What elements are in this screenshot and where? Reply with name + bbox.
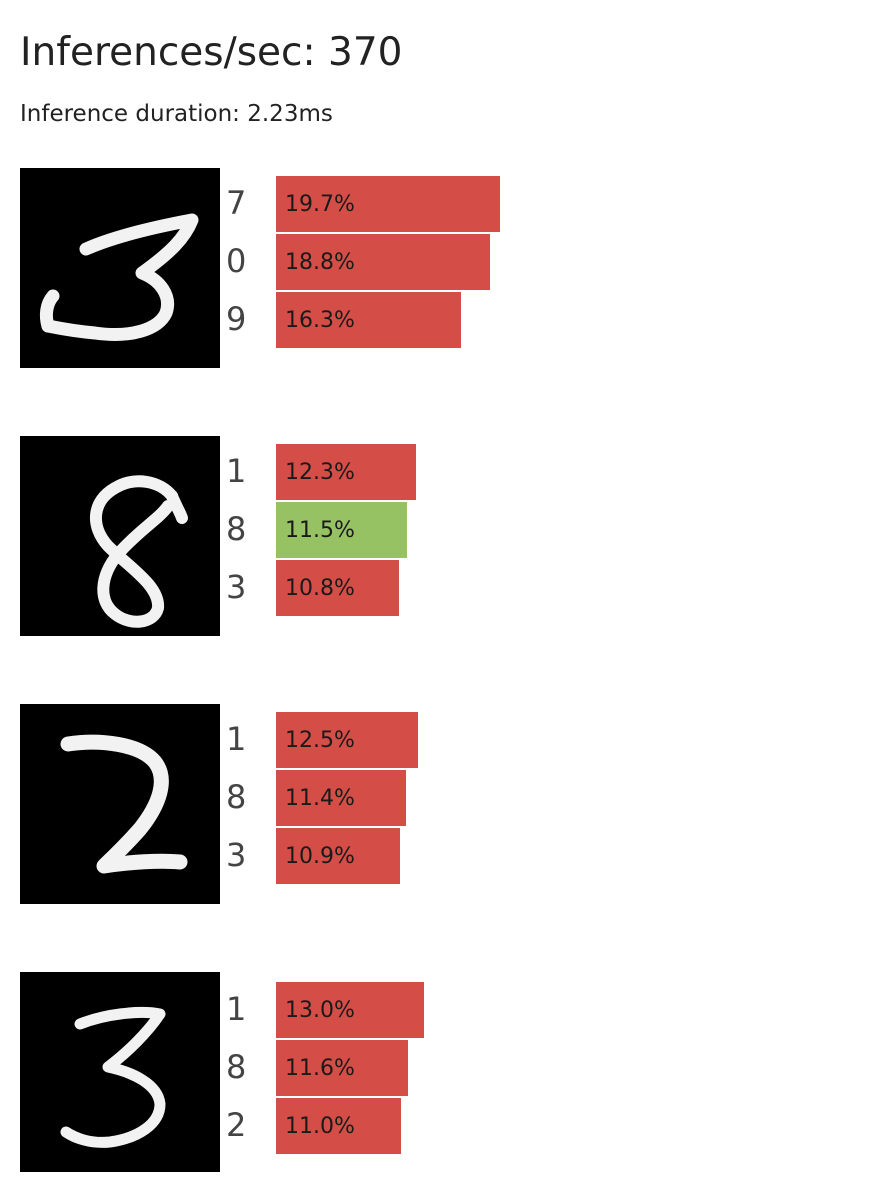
prediction-bar: 16.3% xyxy=(276,292,461,348)
prediction-row: 1 12.5% xyxy=(226,712,746,768)
prediction-row: 1 13.0% xyxy=(226,982,746,1038)
sample-row: 1 12.5% 8 11.4% 3 10.9% xyxy=(20,704,720,904)
page-title: Inferences/sec: 370 xyxy=(20,30,403,75)
prediction-row: 3 10.9% xyxy=(226,828,746,884)
digit-image xyxy=(20,972,220,1172)
prediction-row: 8 11.6% xyxy=(226,1040,746,1096)
prediction-label: 1 xyxy=(226,720,247,758)
prediction-bar: 19.7% xyxy=(276,176,500,232)
prediction-label: 7 xyxy=(226,184,247,222)
prediction-bar: 12.5% xyxy=(276,712,418,768)
prediction-bar: 11.6% xyxy=(276,1040,408,1096)
prediction-label: 8 xyxy=(226,778,247,816)
handwritten-digit-2-icon xyxy=(60,734,188,874)
sample-row: 7 19.7% 0 18.8% 9 16.3% xyxy=(20,168,720,368)
prediction-label: 1 xyxy=(226,452,247,490)
sample-row: 1 13.0% 8 11.6% 2 11.0% xyxy=(20,972,720,1172)
prediction-label: 8 xyxy=(226,510,247,548)
digit-image xyxy=(20,436,220,636)
prediction-label: 0 xyxy=(226,242,247,280)
handwritten-digit-3-icon xyxy=(60,1007,166,1148)
prediction-bar: 13.0% xyxy=(276,982,424,1038)
digit-image xyxy=(20,168,220,368)
prediction-label: 3 xyxy=(226,836,247,874)
handwritten-digit-8-icon xyxy=(89,475,188,628)
prediction-row: 3 10.8% xyxy=(226,560,746,616)
prediction-label: 1 xyxy=(226,990,247,1028)
prediction-row: 2 11.0% xyxy=(226,1098,746,1154)
prediction-label: 9 xyxy=(226,300,247,338)
prediction-bar: 18.8% xyxy=(276,234,490,290)
prediction-row: 1 12.3% xyxy=(226,444,746,500)
prediction-bar: 12.3% xyxy=(276,444,416,500)
digit-image xyxy=(20,704,220,904)
sample-row: 1 12.3% 8 11.5% 3 10.8% xyxy=(20,436,720,636)
prediction-row: 7 19.7% xyxy=(226,176,746,232)
prediction-row: 0 18.8% xyxy=(226,234,746,290)
prediction-bar: 10.8% xyxy=(276,560,399,616)
prediction-row: 8 11.4% xyxy=(226,770,746,826)
prediction-row: 8 11.5% xyxy=(226,502,746,558)
prediction-bar: 11.4% xyxy=(276,770,406,826)
inference-duration: Inference duration: 2.23ms xyxy=(20,101,333,127)
handwritten-digit-3-icon xyxy=(39,213,199,341)
prediction-label: 8 xyxy=(226,1048,247,1086)
prediction-bar: 11.5% xyxy=(276,502,407,558)
prediction-label: 3 xyxy=(226,568,247,606)
prediction-bar: 11.0% xyxy=(276,1098,401,1154)
prediction-row: 9 16.3% xyxy=(226,292,746,348)
prediction-bar: 10.9% xyxy=(276,828,400,884)
prediction-label: 2 xyxy=(226,1106,247,1144)
